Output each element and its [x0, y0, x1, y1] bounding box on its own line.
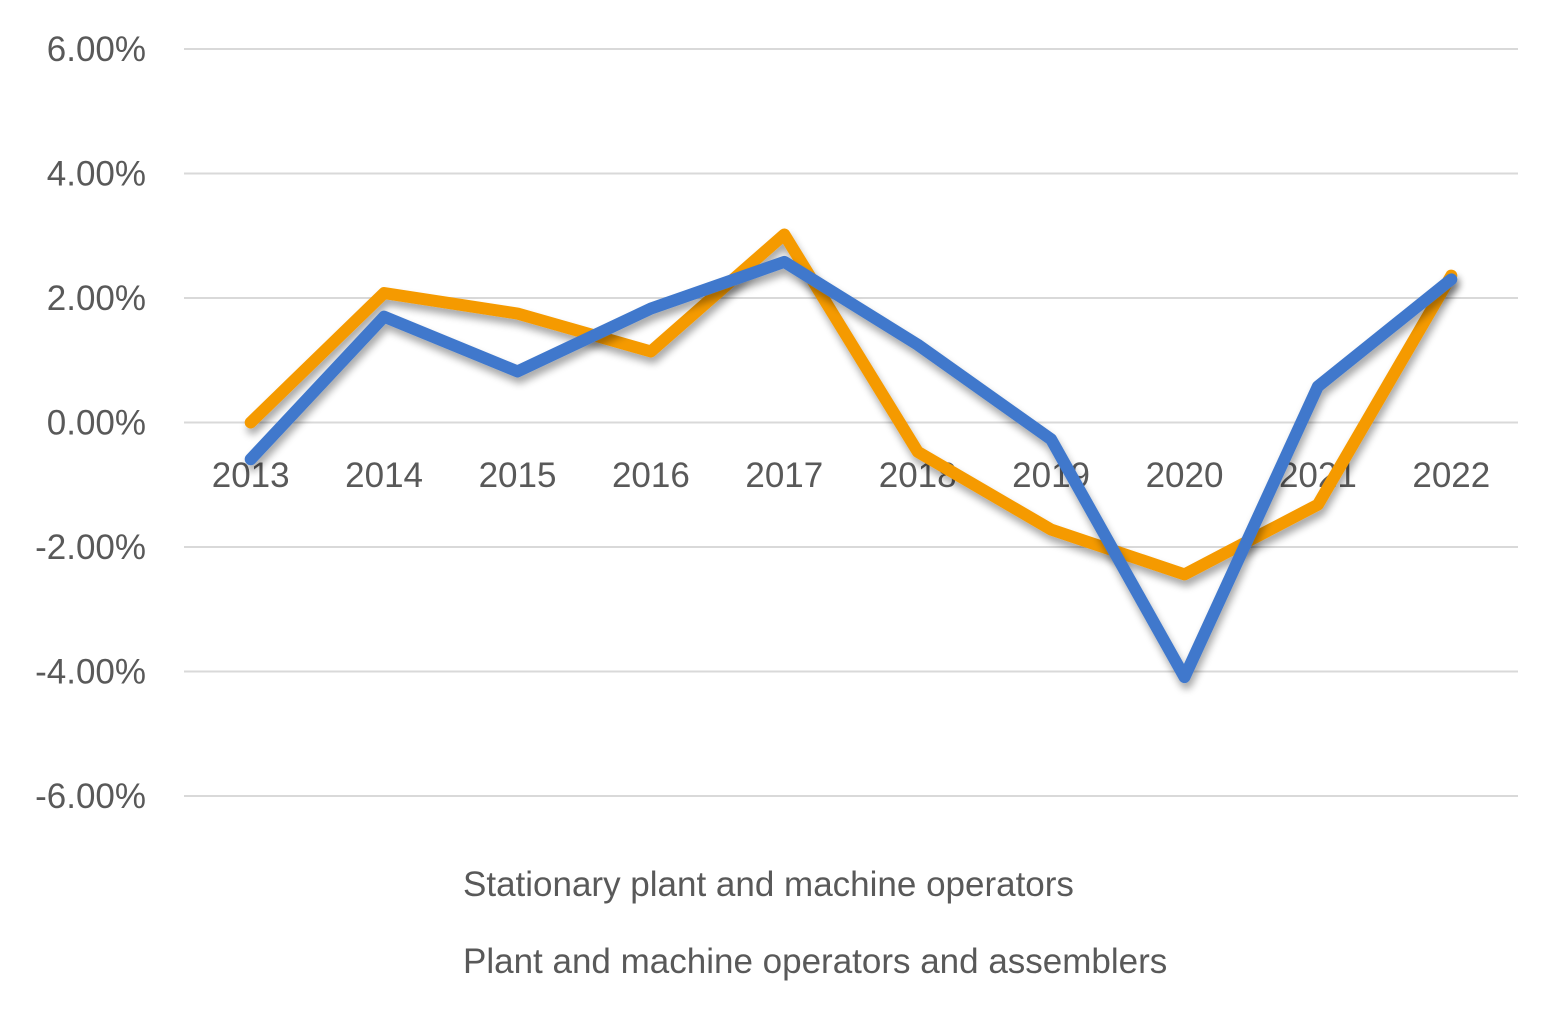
y-tick-label: -4.00% [35, 653, 146, 692]
y-tick-label: -2.00% [35, 528, 146, 567]
y-tick-label: 4.00% [47, 155, 146, 194]
legend-label: Stationary plant and machine operators [463, 865, 1074, 904]
y-tick-label: 6.00% [47, 30, 146, 69]
series-lines [244, 228, 1458, 684]
legend-item: Stationary plant and machine operators [360, 865, 1074, 904]
x-tick-label: 2020 [1146, 456, 1224, 495]
x-tick-label: 2016 [612, 456, 690, 495]
legend: Stationary plant and machine operators Pl… [360, 865, 1167, 981]
x-tick-label: 2017 [745, 456, 823, 495]
x-axis-ticks: 2013 2014 2015 2016 2017 2018 2019 2020 2021 2022 [212, 456, 1490, 495]
x-tick-label: 2015 [479, 456, 557, 495]
series-line-2 [244, 255, 1458, 684]
x-tick-label: 2022 [1412, 456, 1490, 495]
x-tick-label: 2014 [345, 456, 423, 495]
legend-item: Plant and machine operators and assemble… [360, 942, 1167, 981]
legend-label: Plant and machine operators and assemble… [463, 942, 1167, 981]
gridlines [184, 48, 1518, 797]
y-axis-ticks: 6.00% 4.00% 2.00% 0.00% -2.00% -4.00% -6.00% [35, 30, 146, 816]
y-tick-label: 0.00% [47, 404, 146, 443]
series-line-1 [244, 228, 1458, 581]
y-tick-label: 2.00% [47, 279, 146, 318]
y-tick-label: -6.00% [35, 777, 146, 816]
